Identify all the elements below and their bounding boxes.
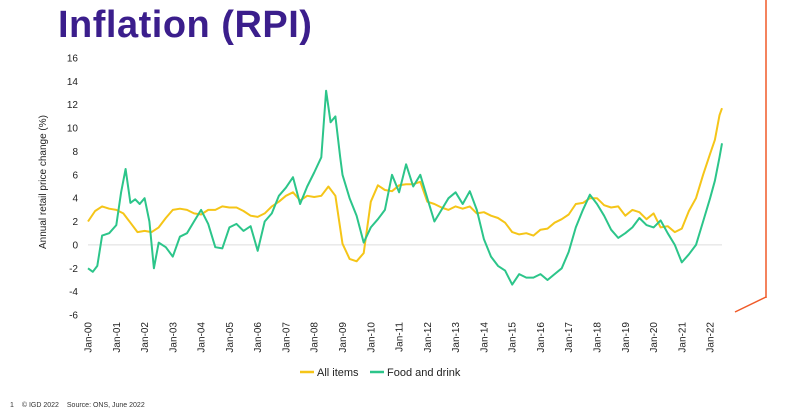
x-tick-label: Jan-07 <box>281 322 292 353</box>
x-tick-label: Jan-19 <box>621 322 632 353</box>
x-tick-label: Jan-14 <box>479 322 490 353</box>
y-axis-ticks: 16 14 12 10 8 6 4 2 0 -2 -4 -6 <box>67 54 79 322</box>
x-tick-label: Jan-04 <box>197 322 208 353</box>
y-tick-label: 8 <box>72 147 78 158</box>
x-tick-label: Jan-09 <box>338 322 349 353</box>
y-axis-label: Annual retail price change (%) <box>38 115 49 249</box>
page-title: Inflation (RPI) <box>58 4 313 46</box>
x-tick-label: Jan-20 <box>649 322 660 353</box>
x-tick-label: Jan-10 <box>366 322 377 353</box>
footer: 1 © IGD 2022 Source: ONS, June 2022 <box>10 402 151 409</box>
x-tick-label: Jan-06 <box>253 322 264 353</box>
y-tick-label: 10 <box>67 124 79 135</box>
y-tick-label: -2 <box>69 264 78 275</box>
x-tick-label: Jan-02 <box>140 322 151 353</box>
footer-copyright: © IGD 2022 <box>21 402 59 409</box>
x-axis-ticks: Jan-00 Jan-01 Jan-02 Jan-03 Jan-04 Jan-05 Jan-… <box>84 322 717 353</box>
x-tick-label: Jan-18 <box>593 322 604 353</box>
series-line-all-items <box>87 107 723 263</box>
y-tick-label: 2 <box>72 217 78 228</box>
y-tick-label: 14 <box>67 77 79 88</box>
series-layer <box>87 89 723 286</box>
y-tick-label: 4 <box>72 194 78 205</box>
x-tick-label: Jan-00 <box>84 322 95 353</box>
y-tick-label: -4 <box>69 287 78 298</box>
series-line-food-and-drink <box>87 89 723 286</box>
x-tick-label: Jan-01 <box>112 322 123 353</box>
x-tick-label: Jan-05 <box>225 322 236 353</box>
y-tick-label: -6 <box>69 311 78 322</box>
x-tick-label: Jan-15 <box>508 322 519 353</box>
y-tick-label: 12 <box>67 100 79 111</box>
x-tick-label: Jan-03 <box>168 322 179 353</box>
x-tick-label: Jan-08 <box>310 322 321 353</box>
y-tick-label: 0 <box>72 240 78 251</box>
footer-page-number: 1 <box>10 402 14 409</box>
x-tick-label: Jan-21 <box>677 322 688 353</box>
legend-label: Food and drink <box>387 367 461 379</box>
y-tick-label: 16 <box>67 54 79 65</box>
x-tick-label: Jan-11 <box>395 322 406 352</box>
corner-decoration-diagonal <box>734 296 767 313</box>
x-tick-label: Jan-17 <box>564 322 575 353</box>
footer-source: Source: ONS, June 2022 <box>66 402 145 409</box>
x-tick-label: Jan-12 <box>423 322 434 353</box>
x-tick-label: Jan-13 <box>451 322 462 353</box>
legend-label: All items <box>317 367 359 379</box>
x-tick-label: Jan-16 <box>536 322 547 353</box>
y-tick-label: 6 <box>72 170 78 181</box>
legend: All items Food and drink <box>300 367 461 379</box>
x-tick-label: Jan-22 <box>706 322 717 353</box>
